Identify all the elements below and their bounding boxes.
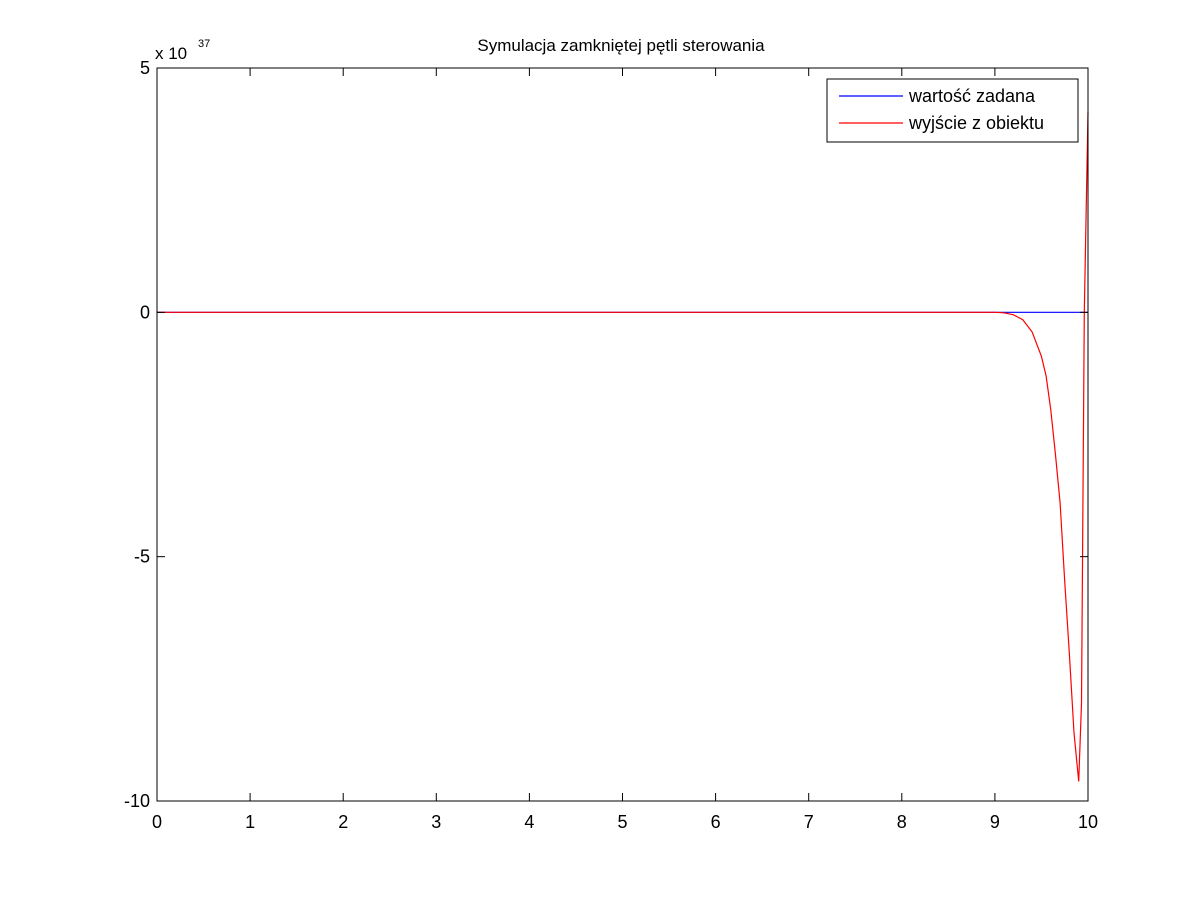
x-axis: 0 1 2 3 4 5 6 7 8 9 10 [152, 68, 1098, 832]
axes-box [156, 67, 1089, 802]
legend: wartość zadana wyjście z obiektu [826, 78, 1079, 143]
x-tick-label: 0 [152, 812, 162, 832]
x-tick-label: 2 [338, 812, 348, 832]
y-exponent-label: x 10 37 [155, 38, 210, 63]
x-tick-label: 5 [617, 812, 627, 832]
x-tick-label: 4 [524, 812, 534, 832]
y-tick-label: 0 [140, 302, 150, 322]
chart-title: Symulacja zamkniętej pętli sterowania [477, 36, 765, 55]
x-tick-label: 7 [804, 812, 814, 832]
legend-label-1: wyjście z obiektu [908, 113, 1044, 133]
y-tick-label: -10 [124, 791, 150, 811]
series-line-1 [157, 111, 1089, 782]
y-tick-label: 5 [140, 58, 150, 78]
x-tick-label: 6 [711, 812, 721, 832]
y-exponent-base: x 10 [155, 44, 187, 63]
x-tick-label: 3 [431, 812, 441, 832]
x-tick-label: 9 [990, 812, 1000, 832]
legend-label-0: wartość zadana [908, 86, 1036, 106]
y-tick-label: -5 [134, 547, 150, 567]
x-tick-label: 1 [245, 812, 255, 832]
legend-box [826, 78, 1079, 143]
y-axis: -10 -5 0 5 [124, 58, 1088, 811]
y-exponent-power: 37 [198, 38, 210, 50]
plot-lines [157, 111, 1089, 782]
x-tick-label: 10 [1078, 812, 1098, 832]
x-tick-label: 8 [897, 812, 907, 832]
